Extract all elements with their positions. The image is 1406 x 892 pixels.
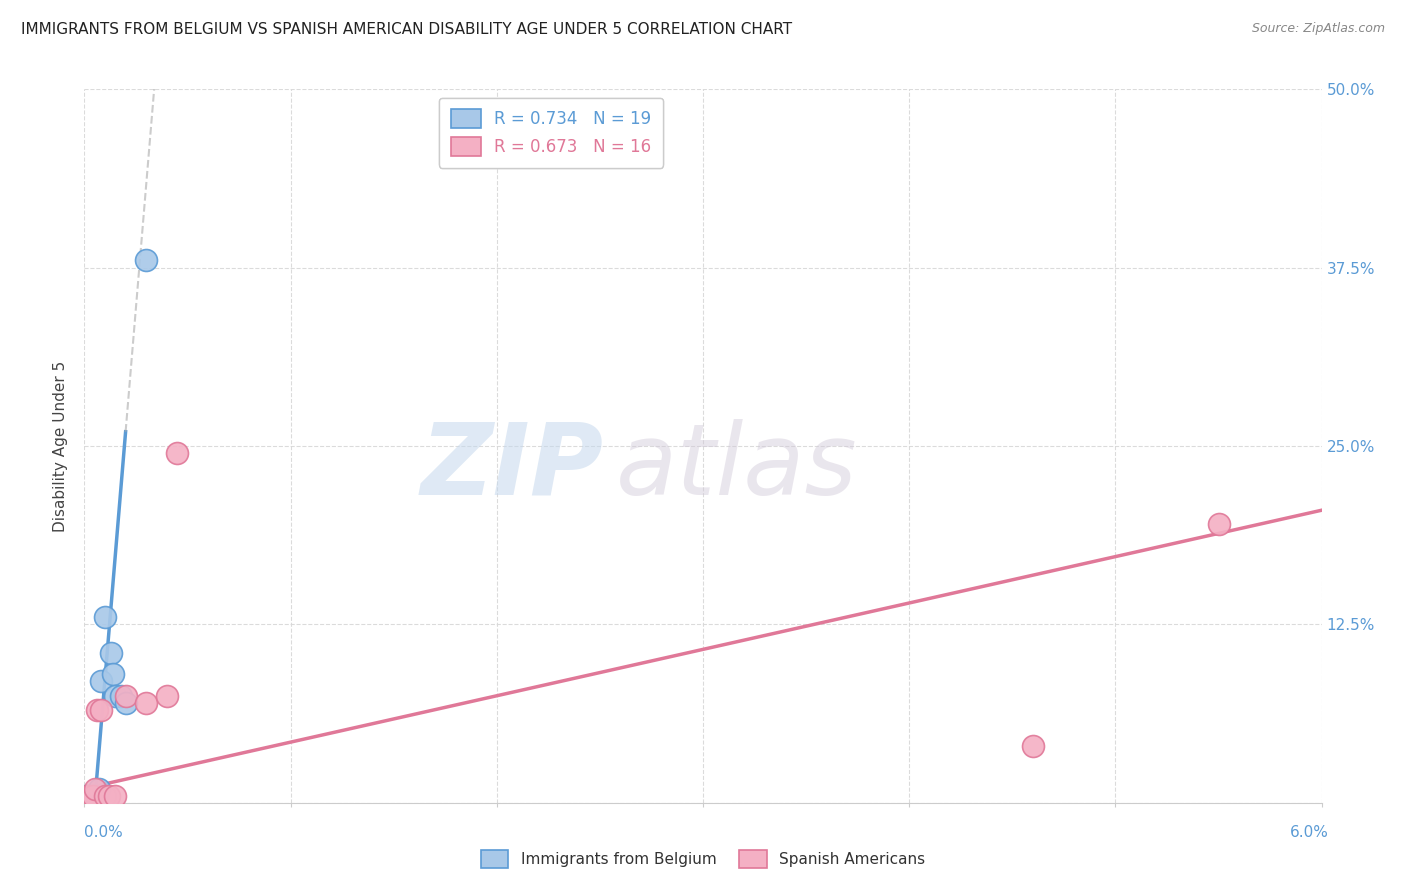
Point: [90, 703, 112, 717]
Point: [79, 791, 101, 805]
Point: [79, 791, 101, 805]
Point: [104, 689, 127, 703]
Point: [83, 789, 105, 803]
Point: [1022, 739, 1045, 753]
Point: [114, 696, 136, 710]
Point: [77, 789, 100, 803]
Point: [135, 253, 157, 268]
Point: [83, 791, 105, 805]
Point: [77, 791, 100, 805]
Point: [75, 791, 97, 805]
Legend: R = 0.734   N = 19, R = 0.673   N = 16: R = 0.734 N = 19, R = 0.673 N = 16: [439, 97, 662, 168]
Text: atlas: atlas: [616, 419, 858, 516]
Text: IMMIGRANTS FROM BELGIUM VS SPANISH AMERICAN DISABILITY AGE UNDER 5 CORRELATION C: IMMIGRANTS FROM BELGIUM VS SPANISH AMERI…: [21, 22, 792, 37]
Point: [90, 674, 112, 689]
Point: [86, 703, 108, 717]
Text: Source: ZipAtlas.com: Source: ZipAtlas.com: [1251, 22, 1385, 36]
Point: [156, 689, 179, 703]
Point: [94, 610, 117, 624]
Point: [75, 789, 97, 803]
Point: [114, 689, 136, 703]
Point: [77, 789, 100, 803]
Text: ZIP: ZIP: [420, 419, 605, 516]
Point: [135, 696, 157, 710]
Point: [87, 781, 110, 796]
Text: 0.0%: 0.0%: [84, 825, 124, 840]
Point: [86, 791, 108, 805]
Point: [82, 791, 104, 805]
Point: [98, 789, 121, 803]
Point: [166, 446, 188, 460]
Point: [94, 789, 117, 803]
Legend: Immigrants from Belgium, Spanish Americans: Immigrants from Belgium, Spanish America…: [474, 843, 932, 875]
Point: [79, 789, 101, 803]
Point: [104, 789, 127, 803]
Point: [110, 689, 132, 703]
Point: [83, 781, 105, 796]
Y-axis label: Disability Age Under 5: Disability Age Under 5: [53, 360, 69, 532]
Point: [82, 789, 104, 803]
Point: [82, 789, 104, 803]
Point: [1208, 517, 1230, 532]
Text: 6.0%: 6.0%: [1289, 825, 1329, 840]
Point: [100, 646, 122, 660]
Point: [103, 667, 125, 681]
